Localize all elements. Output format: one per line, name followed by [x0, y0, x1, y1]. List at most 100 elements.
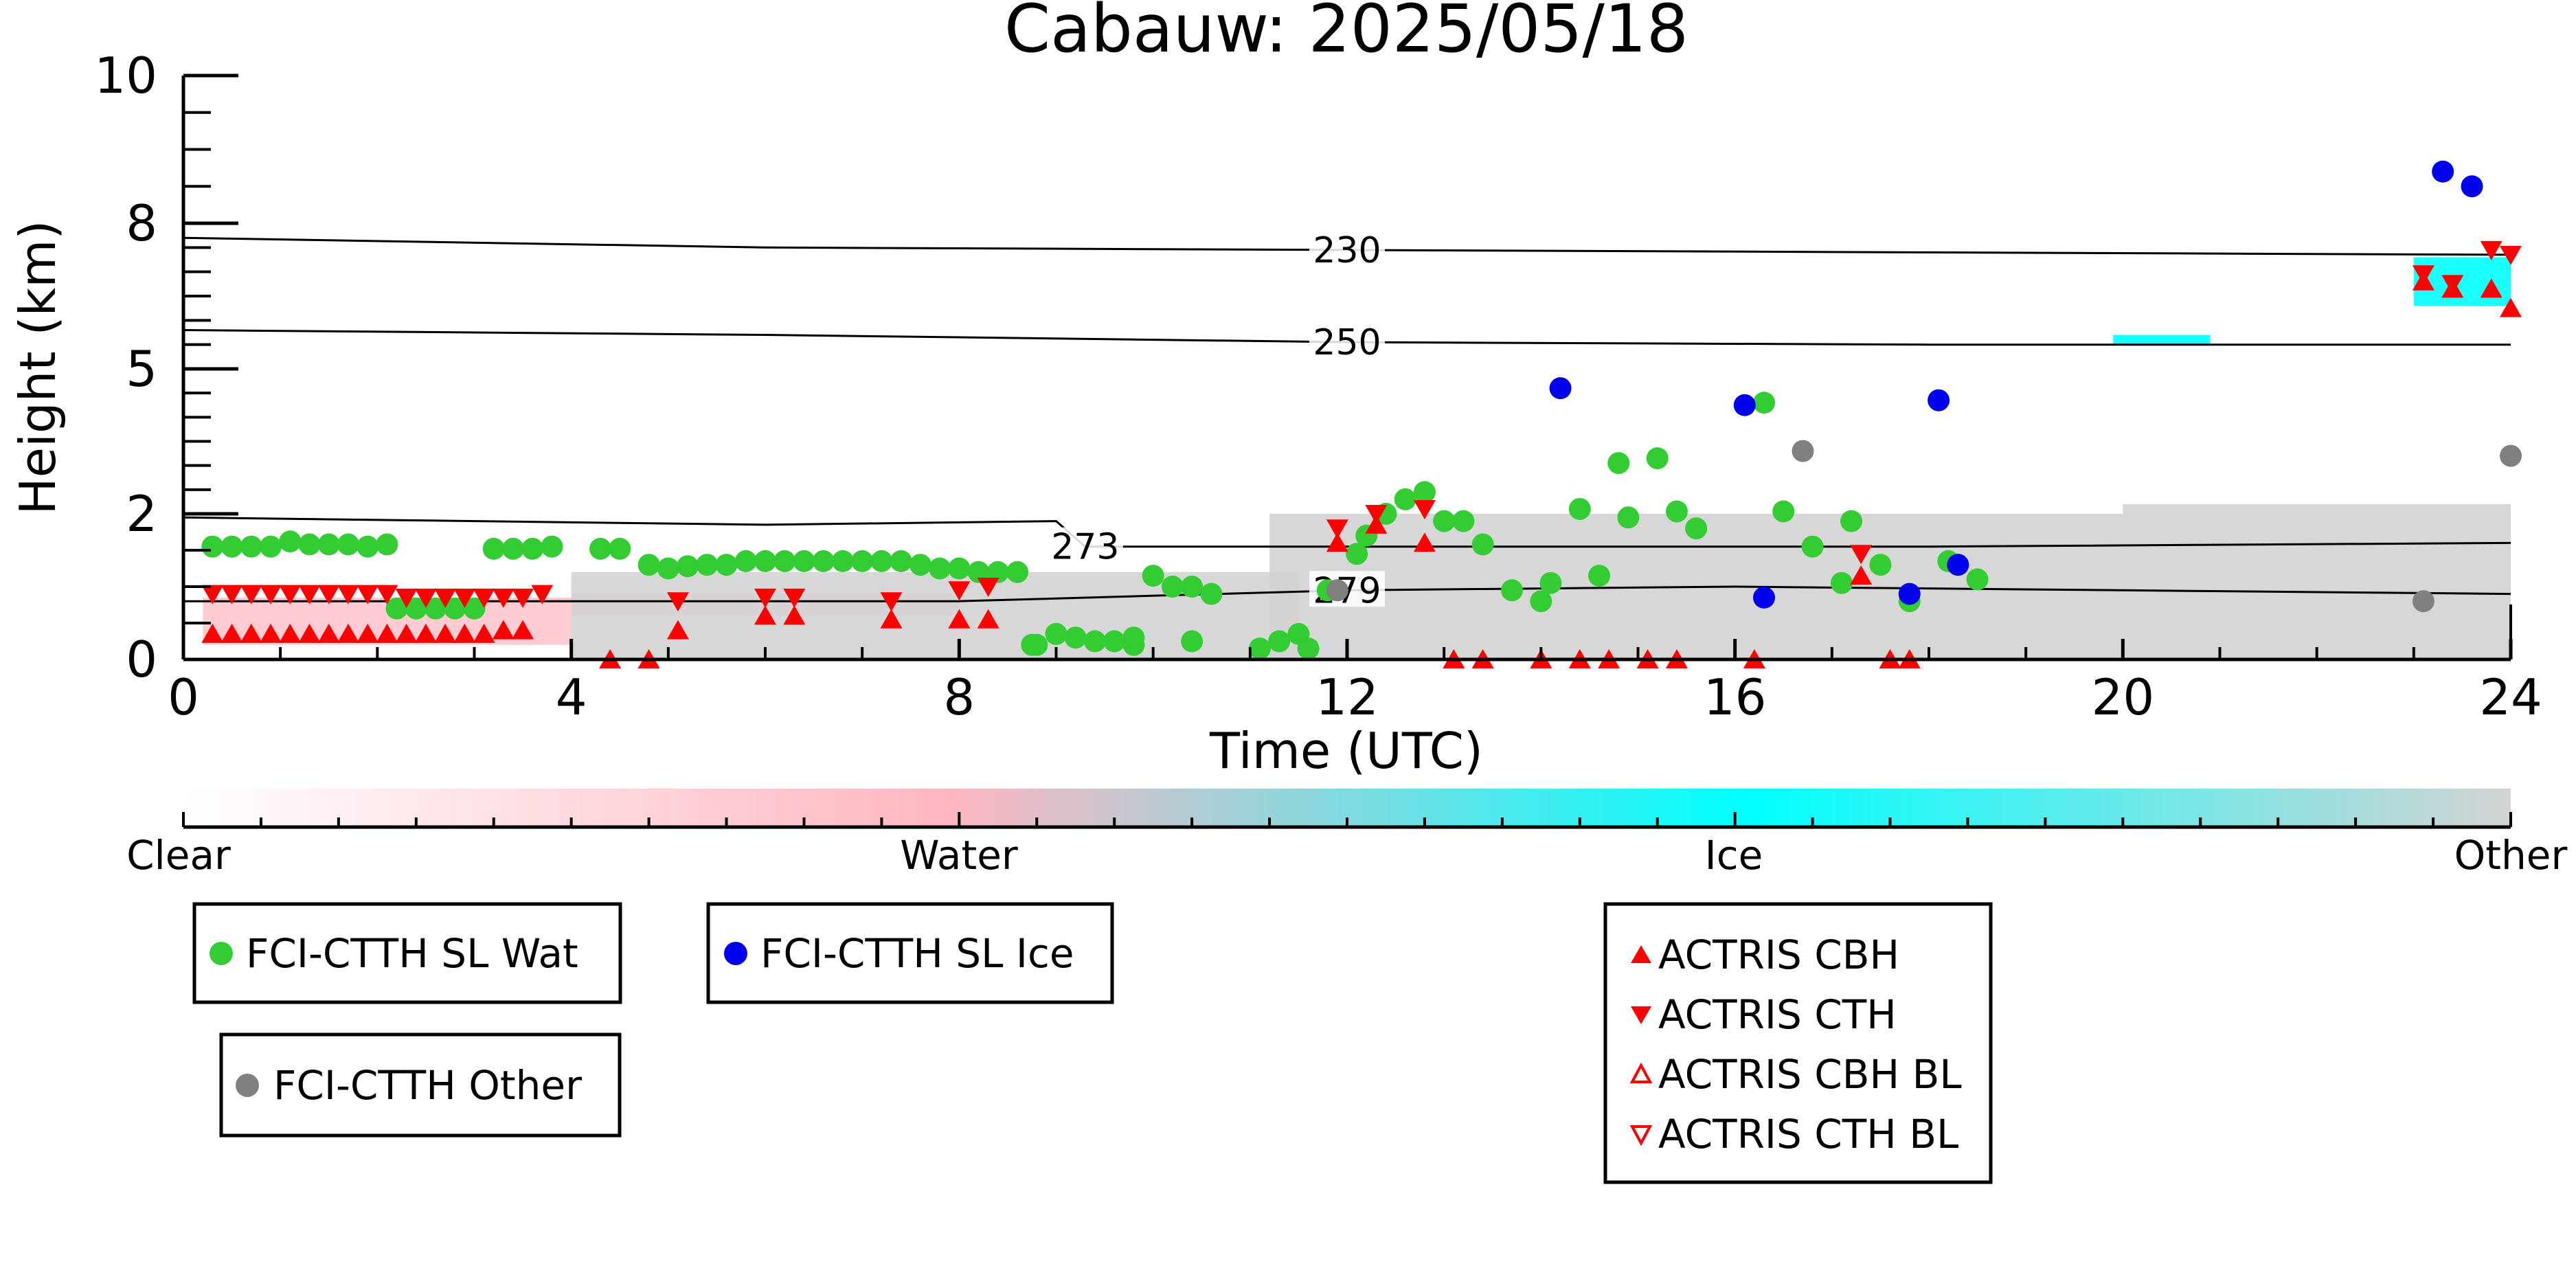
point-fci-ctth-sl-wat	[521, 537, 544, 560]
contour-label-bg	[1047, 527, 1123, 563]
point-fci-ctth-sl-wat	[463, 597, 486, 620]
point-actris-cth	[453, 588, 476, 608]
legend-label-cth-bl: ACTRIS CTH BL	[1658, 1111, 1958, 1157]
point-actris-cbh	[473, 623, 495, 643]
point-fci-ctth-sl-wat	[376, 533, 398, 556]
point-actris-cth	[1365, 505, 1388, 524]
point-fci-ctth-sl-wat	[1568, 497, 1591, 520]
contour-label-250: 250	[1313, 322, 1381, 363]
point-fci-ctth-sl-wat	[696, 554, 719, 576]
legend-marker-cth-bl	[1629, 1125, 1653, 1146]
x-tick-label: 12	[1315, 668, 1379, 726]
point-actris-cbh	[414, 623, 437, 643]
y-tick-label: 8	[126, 194, 157, 252]
point-fci-ctth-sl-wat	[1685, 517, 1708, 540]
point-actris-cbh	[666, 620, 689, 640]
point-fci-ctth-sl-wat	[948, 557, 971, 580]
point-fci-ctth-sl-wat	[657, 557, 679, 580]
point-actris-cbh	[948, 609, 971, 629]
point-actris-cth	[783, 588, 806, 608]
colorbar-ticks	[182, 812, 2512, 827]
point-actris-cbh	[260, 623, 282, 643]
x-tick-label: 16	[1704, 668, 1767, 726]
point-actris-cth	[298, 585, 321, 605]
point-actris-cth	[948, 581, 971, 601]
point-actris-cth	[317, 585, 340, 605]
point-fci-ctth-sl-wat	[425, 597, 447, 620]
point-fci-ctth-sl-wat	[677, 555, 699, 578]
point-actris-cth	[2500, 245, 2522, 265]
point-fci-ctth-sl-wat	[589, 537, 612, 560]
point-fci-ctth-sl-wat	[754, 550, 776, 572]
point-fci-ctth-sl-wat	[357, 535, 379, 558]
point-fci-ctth-sl-wat	[260, 535, 282, 558]
legend-marker-ice	[724, 942, 747, 965]
legend-frame	[219, 1032, 622, 1138]
point-fci-ctth-sl-wat	[1433, 510, 1456, 532]
point-actris-cth	[221, 585, 243, 605]
point-fci-ctth-sl-wat	[1346, 543, 1368, 565]
point-actris-cbh	[317, 623, 340, 643]
point-actris-cbh	[279, 623, 302, 643]
point-fci-ctth-sl-ice	[1753, 586, 1776, 609]
point-fci-ctth-sl-wat	[1753, 392, 1776, 414]
point-fci-ctth-sl-wat	[221, 535, 243, 558]
x-tick-label: 20	[2092, 668, 2155, 726]
point-actris-cth	[1850, 545, 1873, 565]
point-fci-ctth-sl-wat	[1181, 630, 1204, 653]
point-fci-ctth-sl-wat	[405, 597, 427, 620]
point-fci-ctth-sl-ice	[1549, 377, 1572, 400]
point-fci-ctth-sl-wat	[1539, 572, 1562, 594]
point-fci-ctth-other	[1792, 440, 1814, 462]
point-fci-ctth-sl-wat	[1500, 579, 1523, 602]
point-actris-cbh	[1326, 532, 1348, 552]
point-fci-ctth-sl-ice	[2432, 160, 2454, 183]
point-actris-cth	[492, 588, 515, 608]
point-fci-ctth-sl-wat	[831, 550, 854, 572]
point-fci-ctth-sl-ice	[2461, 175, 2483, 198]
colorbar-label-clear: Clear	[126, 832, 231, 879]
point-fci-ctth-sl-wat	[1181, 576, 1204, 598]
point-fci-ctth-sl-wat	[501, 537, 524, 560]
data-points	[201, 160, 2522, 668]
point-fci-ctth-sl-wat	[812, 550, 835, 572]
point-actris-cbh	[2480, 278, 2502, 298]
legend-label-wat: FCI-CTTH SL Wat	[246, 930, 578, 977]
point-actris-cth	[395, 588, 418, 608]
point-fci-ctth-sl-wat	[1394, 488, 1416, 510]
point-actris-cth	[1326, 519, 1348, 539]
point-fci-ctth-sl-wat	[444, 597, 466, 620]
legend-marker-cbh-bl	[1629, 1062, 1653, 1083]
point-fci-ctth-sl-wat	[793, 550, 815, 572]
point-fci-ctth-sl-wat	[1830, 572, 1853, 594]
legend-label-cbh-bl: ACTRIS CBH BL	[1658, 1051, 1962, 1098]
point-actris-cth	[977, 578, 999, 597]
point-actris-cth	[414, 588, 437, 608]
point-fci-ctth-sl-ice	[1733, 394, 1756, 416]
legend-frame	[706, 902, 1114, 1004]
point-fci-ctth-sl-wat	[1966, 568, 1989, 591]
legend-marker-cth	[1631, 1006, 1651, 1024]
point-fci-ctth-sl-wat	[1142, 565, 1164, 587]
legend-label-cbh: ACTRIS CBH	[1658, 931, 1899, 978]
point-actris-cth	[1413, 499, 1436, 519]
point-actris-cbh	[492, 620, 515, 640]
point-actris-cth	[201, 585, 224, 605]
point-fci-ctth-sl-wat	[890, 550, 912, 572]
legend-box-water: FCI-CTTH SL Wat	[192, 902, 622, 1004]
point-actris-cth	[2480, 240, 2502, 260]
y-tick-label: 2	[126, 485, 157, 543]
point-actris-cbh	[337, 623, 359, 643]
point-fci-ctth-sl-wat	[1665, 500, 1688, 523]
point-fci-ctth-sl-wat	[385, 597, 408, 620]
point-fci-ctth-sl-wat	[1772, 500, 1795, 523]
point-fci-ctth-sl-wat	[1122, 626, 1145, 649]
point-fci-ctth-sl-wat	[1103, 630, 1126, 653]
contour-label-bg	[1309, 230, 1385, 267]
point-actris-cbh	[977, 609, 999, 629]
legend-box-other: FCI-CTTH Other	[219, 1032, 622, 1138]
legend-marker-cbh	[1631, 945, 1651, 963]
point-actris-cth	[666, 592, 689, 612]
point-actris-cth	[337, 585, 359, 605]
